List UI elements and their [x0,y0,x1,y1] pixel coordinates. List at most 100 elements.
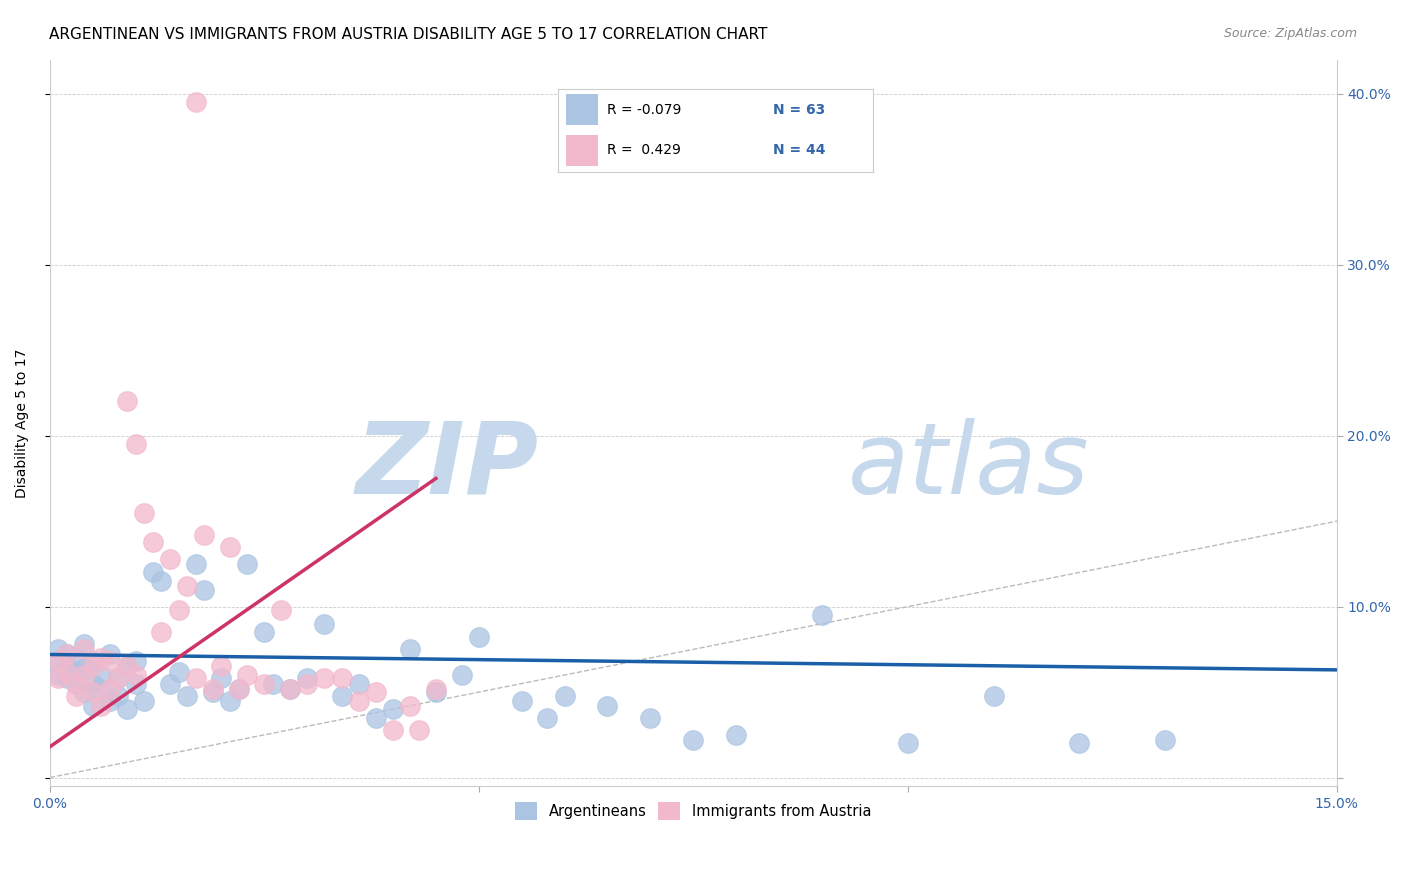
Point [48,654,70,668]
Point [90,668,112,682]
Point [253,676,276,690]
Point [65,676,87,690]
Point [236,557,259,571]
Point [270,603,292,617]
Point [682,733,704,747]
Point [408,723,430,737]
Point [73,685,96,699]
Point [124,437,146,451]
Point [209,659,232,673]
Point [56,648,79,662]
Point [73,642,96,657]
Point [65,689,87,703]
Point [107,689,129,703]
Point [73,637,96,651]
Point [82,685,104,699]
Point [134,506,156,520]
Point [983,689,1005,703]
Point [167,603,190,617]
Point [640,711,662,725]
Point [425,685,447,699]
Point [90,698,112,713]
Text: ZIP: ZIP [356,418,538,515]
Point [56,648,79,662]
Point [295,676,318,690]
Point [330,672,353,686]
Point [48,654,70,668]
Point [134,693,156,707]
Point [159,551,181,566]
Point [201,685,224,699]
Point [124,654,146,668]
Point [82,659,104,673]
Point [56,659,79,673]
Point [1069,736,1091,750]
Point [228,681,250,696]
Point [382,702,405,716]
Point [124,668,146,682]
Point [159,676,181,690]
Point [107,672,129,686]
Point [278,681,301,696]
Point [90,651,112,665]
Point [253,625,276,640]
Point [382,723,405,737]
Point [468,631,491,645]
Point [142,534,165,549]
Text: ARGENTINEAN VS IMMIGRANTS FROM AUSTRIA DISABILITY AGE 5 TO 17 CORRELATION CHART: ARGENTINEAN VS IMMIGRANTS FROM AUSTRIA D… [49,27,768,42]
Point [115,659,138,673]
Point [510,693,533,707]
Point [1154,733,1177,747]
Point [82,654,104,668]
Point [219,693,242,707]
Point [193,528,215,542]
Point [399,698,422,713]
Point [48,642,70,657]
Point [167,665,190,679]
Text: Source: ZipAtlas.com: Source: ZipAtlas.com [1223,27,1357,40]
Point [184,672,207,686]
Point [65,676,87,690]
Point [536,711,558,725]
Point [98,654,121,668]
Point [176,689,198,703]
Legend: Argentineans, Immigrants from Austria: Argentineans, Immigrants from Austria [509,797,877,826]
Point [596,698,619,713]
Point [314,672,336,686]
Point [425,681,447,696]
Point [150,574,173,588]
Point [450,668,472,682]
Point [56,672,79,686]
Point [98,681,121,696]
Point [219,540,242,554]
Point [115,659,138,673]
Point [193,582,215,597]
Point [347,693,370,707]
Point [142,566,165,580]
Point [82,676,104,690]
Point [65,651,87,665]
Point [184,557,207,571]
Point [107,672,129,686]
Point [65,665,87,679]
Point [48,668,70,682]
Point [554,689,576,703]
Point [364,685,387,699]
Point [262,676,284,690]
Point [209,672,232,686]
Point [150,625,173,640]
Point [399,642,422,657]
Point [228,681,250,696]
Point [98,648,121,662]
Point [115,702,138,716]
Point [73,668,96,682]
Point [897,736,920,750]
Text: atlas: atlas [848,418,1090,515]
Point [98,693,121,707]
Point [82,698,104,713]
Point [725,728,748,742]
Point [347,676,370,690]
Point [73,661,96,675]
Point [184,95,207,110]
Point [314,616,336,631]
